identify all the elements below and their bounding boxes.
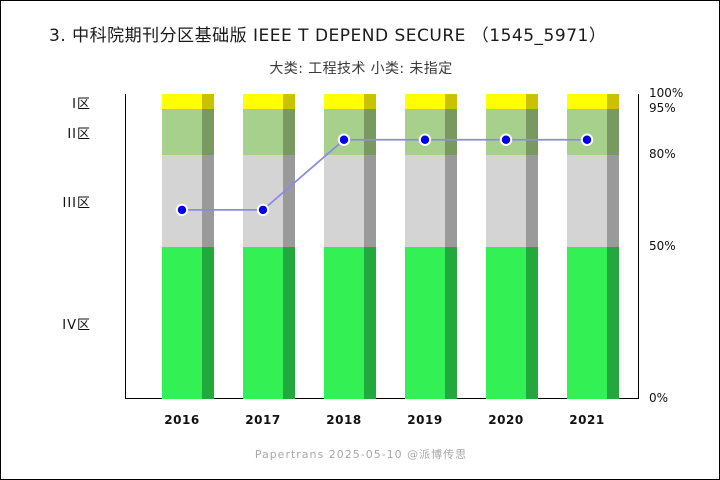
x-axis-line	[125, 398, 639, 400]
bar-segment-II区	[567, 109, 607, 155]
bar-side-face	[283, 94, 295, 399]
bar-group[interactable]	[567, 94, 619, 399]
bar-side-face	[202, 94, 214, 399]
bar-segment-side-IV区	[283, 246, 295, 399]
x-axis-year-label: 2016	[164, 413, 200, 427]
trend-line	[182, 138, 587, 211]
bar-front-face	[324, 94, 364, 399]
x-axis-year-label: 2017	[245, 413, 281, 427]
bar-group[interactable]	[243, 94, 295, 399]
bar-side-face	[526, 94, 538, 399]
y-axis-right-line	[638, 94, 640, 399]
bar-segment-side-I区	[364, 94, 376, 110]
bar-segment-side-IV区	[607, 246, 619, 399]
y-axis-percent-label: 95%	[649, 101, 676, 116]
bar-segment-side-IV区	[526, 246, 538, 399]
bar-segment-side-III区	[202, 155, 214, 247]
bar-segment-II区	[486, 109, 526, 155]
bar-segment-side-II区	[364, 109, 376, 155]
overlay-line-series	[175, 133, 594, 217]
y-axis-left-line	[125, 94, 127, 399]
footer-credit: Papertrans 2025-05-10 @派博传思	[254, 448, 468, 461]
bar-segment-IV区	[243, 246, 283, 399]
bar-segment-side-III区	[607, 155, 619, 247]
bar-group[interactable]	[324, 94, 376, 399]
y-axis-zone-label: III区	[62, 195, 91, 211]
bar-side-face	[445, 94, 457, 399]
data-point-marker[interactable]	[418, 133, 432, 146]
bar-front-face	[243, 94, 283, 399]
bar-segment-side-III区	[283, 155, 295, 247]
bar-segment-IV区	[324, 246, 364, 399]
bar-segment-side-II区	[202, 109, 214, 155]
bar-segment-I区	[486, 94, 526, 110]
bar-segment-side-I区	[202, 94, 214, 110]
bar-segment-side-I区	[526, 94, 538, 110]
x-axis-year-label: 2020	[488, 413, 524, 427]
bar-segment-IV区	[162, 246, 202, 399]
bar-segment-side-II区	[283, 109, 295, 155]
bar-segment-I区	[243, 94, 283, 110]
bar-segment-III区	[162, 155, 202, 247]
bar-segment-II区	[243, 109, 283, 155]
bar-segment-side-III区	[445, 155, 457, 247]
y-axis-percent-label: 0%	[649, 391, 669, 405]
bar-segment-III区	[405, 155, 445, 247]
y-axis-percent-label: 80%	[649, 147, 676, 161]
bar-front-face	[405, 94, 445, 399]
bar-segment-II区	[405, 109, 445, 155]
bar-side-face	[607, 94, 619, 399]
data-point-marker[interactable]	[256, 203, 270, 217]
x-axis-year-label: 2018	[326, 413, 362, 427]
bar-segment-side-I区	[283, 94, 295, 110]
bar-group[interactable]	[162, 94, 214, 399]
bar-segment-I区	[162, 94, 202, 110]
bar-segment-II区	[324, 109, 364, 155]
bar-group[interactable]	[486, 94, 538, 399]
plot-area	[125, 94, 640, 400]
y-axis-percent-label: 50%	[649, 238, 676, 253]
bar-segment-IV区	[567, 246, 607, 399]
data-point-marker[interactable]	[175, 203, 189, 217]
bar-segment-side-II区	[445, 109, 457, 155]
bar-segment-side-II区	[526, 109, 538, 155]
bar-segment-III区	[567, 155, 607, 247]
page-subtitle: 大类: 工程技术 小类: 未指定	[269, 61, 453, 77]
data-point-marker[interactable]	[337, 133, 351, 146]
bar-segment-I区	[405, 94, 445, 110]
bar-front-face	[486, 94, 526, 399]
bar-segment-side-III区	[526, 155, 538, 247]
y-axis-zone-label: II区	[67, 127, 91, 143]
page-title: 3. 中科院期刊分区基础版 IEEE T DEPEND SECURE （1545…	[49, 26, 607, 46]
bar-segment-side-IV区	[445, 246, 457, 399]
bar-segment-I区	[324, 94, 364, 110]
y-axis-percent-label: 100%	[649, 86, 684, 100]
bar-segment-III区	[324, 155, 364, 247]
bar-segment-side-I区	[607, 94, 619, 110]
bar-segment-IV区	[486, 246, 526, 399]
x-axis-year-label: 2019	[407, 413, 443, 427]
data-point-marker[interactable]	[499, 133, 513, 146]
bar-segment-side-II区	[607, 109, 619, 155]
bar-segment-III区	[486, 155, 526, 247]
bar-group[interactable]	[405, 94, 457, 399]
bar-segment-I区	[567, 94, 607, 110]
bar-segment-side-III区	[364, 155, 376, 247]
x-axis-year-label: 2021	[569, 413, 605, 427]
bar-segment-IV区	[405, 246, 445, 399]
bar-front-face	[567, 94, 607, 399]
y-axis-zone-label: I区	[72, 96, 91, 112]
y-axis-zone-label: IV区	[62, 317, 91, 333]
data-point-marker[interactable]	[580, 133, 594, 146]
bar-segment-side-IV区	[202, 246, 214, 399]
bar-segment-side-I区	[445, 94, 457, 110]
bar-segment-III区	[243, 155, 283, 247]
bar-front-face	[162, 94, 202, 399]
bar-segment-II区	[162, 109, 202, 155]
bar-side-face	[364, 94, 376, 399]
bar-segment-side-IV区	[364, 246, 376, 399]
